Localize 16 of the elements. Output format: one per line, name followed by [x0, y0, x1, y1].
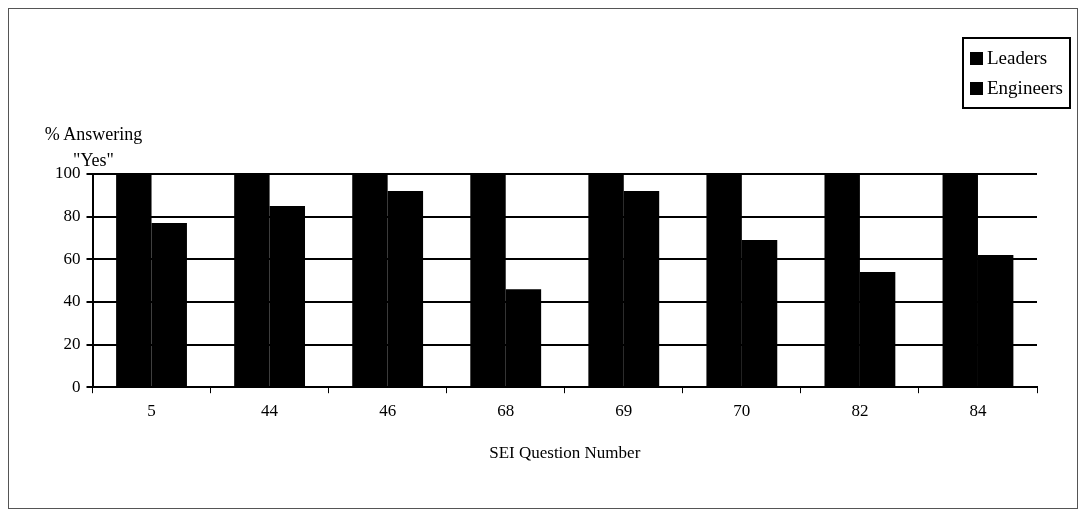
- x-tick-label: 44: [261, 400, 279, 420]
- x-tick-label: 69: [615, 400, 633, 420]
- y-tick-label: 60: [63, 248, 81, 268]
- x-tick-label: 5: [147, 400, 156, 420]
- y-tick-label: 0: [72, 376, 81, 396]
- legend-label: Engineers: [987, 76, 1063, 100]
- x-tick-label: 46: [379, 400, 397, 420]
- y-tick-label: 20: [63, 334, 81, 354]
- y-tick-label: 80: [63, 206, 81, 226]
- legend-label: Leaders: [987, 46, 1048, 70]
- x-tick-label: 84: [969, 400, 987, 420]
- x-axis-title: SEI Question Number: [489, 443, 641, 463]
- x-tick-label: 68: [497, 400, 515, 420]
- x-tick-label: 82: [851, 400, 869, 420]
- x-tick-label: 70: [733, 400, 751, 420]
- y-tick-label: 40: [63, 291, 81, 311]
